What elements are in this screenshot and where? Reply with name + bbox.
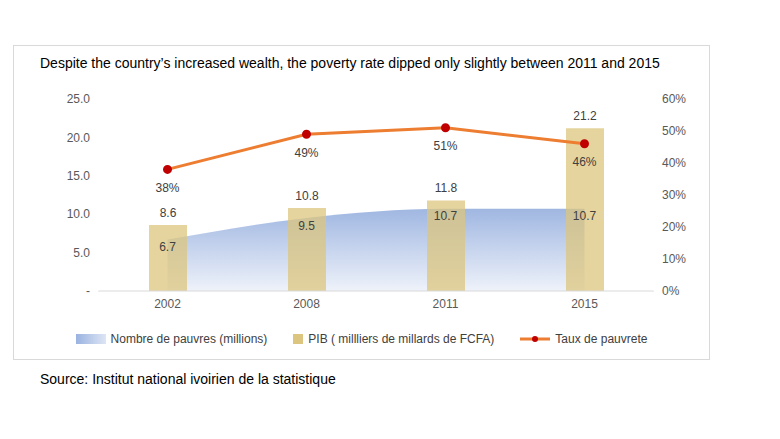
svg-text:30%: 30%	[662, 188, 686, 202]
svg-text:10.8: 10.8	[295, 189, 319, 203]
svg-text:0%: 0%	[662, 284, 680, 298]
svg-text:8.6: 8.6	[160, 206, 177, 220]
svg-text:15.0: 15.0	[67, 169, 91, 183]
svg-text:9.5: 9.5	[298, 219, 315, 233]
svg-text:50%: 50%	[662, 124, 686, 138]
svg-text:2002: 2002	[154, 297, 181, 311]
svg-text:2015: 2015	[571, 297, 598, 311]
html-text:Taux de pauvrete: Taux de pauvrete	[555, 332, 648, 346]
svg-text:6.7: 6.7	[159, 240, 176, 254]
html-text:Despite the country’s increase: Despite the country’s increased wealth, …	[40, 55, 660, 71]
svg-text:10.7: 10.7	[434, 209, 458, 223]
html-text:Source: Institut national ivoi: Source: Institut national ivoirien de la…	[40, 371, 336, 387]
svg-text:40%: 40%	[662, 156, 686, 170]
svg-text:10%: 10%	[662, 252, 686, 266]
svg-text:10.0: 10.0	[67, 207, 91, 221]
svg-text:20%: 20%	[662, 220, 686, 234]
svg-text:2008: 2008	[293, 297, 320, 311]
svg-text:51%: 51%	[433, 139, 457, 153]
svg-text:49%: 49%	[294, 146, 318, 160]
html-text:PIB ( millliers de millards de: PIB ( millliers de millards de FCFA)	[308, 332, 495, 346]
svg-text:20.0: 20.0	[67, 131, 91, 145]
svg-text:2011: 2011	[433, 297, 459, 311]
html-text:Nombre de pauvres (millions): Nombre de pauvres (millions)	[110, 332, 268, 346]
svg-text:38%: 38%	[155, 181, 179, 195]
svg-text:21.2: 21.2	[573, 109, 597, 123]
svg-text:5.0: 5.0	[73, 246, 90, 260]
svg-text:11.8: 11.8	[435, 181, 458, 195]
svg-text:-: -	[86, 284, 90, 298]
svg-text:60%: 60%	[662, 92, 686, 106]
svg-text:25.0: 25.0	[67, 92, 91, 106]
svg-text:46%: 46%	[572, 155, 596, 169]
svg-text:10.7: 10.7	[573, 209, 597, 223]
